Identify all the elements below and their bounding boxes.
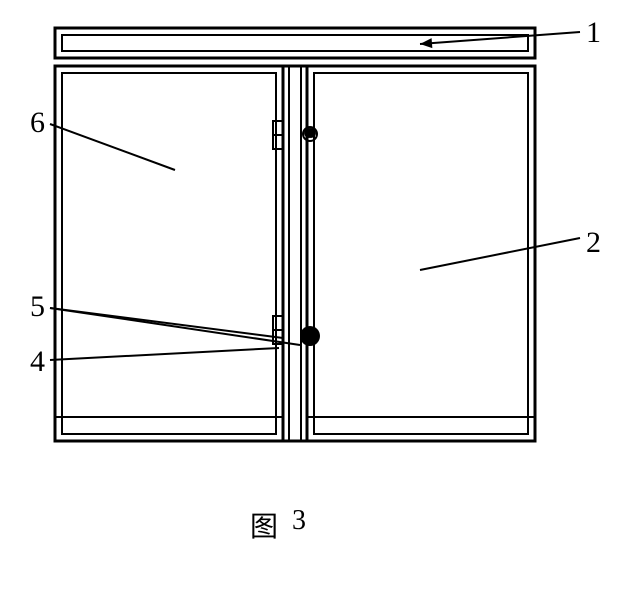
callout-label-4: 4	[30, 345, 45, 379]
callout-label-2: 2	[586, 226, 601, 260]
figure-caption-num: 3	[292, 505, 306, 537]
callout-label-6: 6	[30, 106, 45, 140]
callout-label-5: 5	[30, 290, 45, 324]
callout-label-1: 1	[586, 16, 601, 50]
diagram-svg	[0, 0, 642, 600]
figure-caption-cn: 图	[250, 505, 278, 545]
diagram-stage: 1 6 2 5 4 图 3	[0, 0, 642, 600]
